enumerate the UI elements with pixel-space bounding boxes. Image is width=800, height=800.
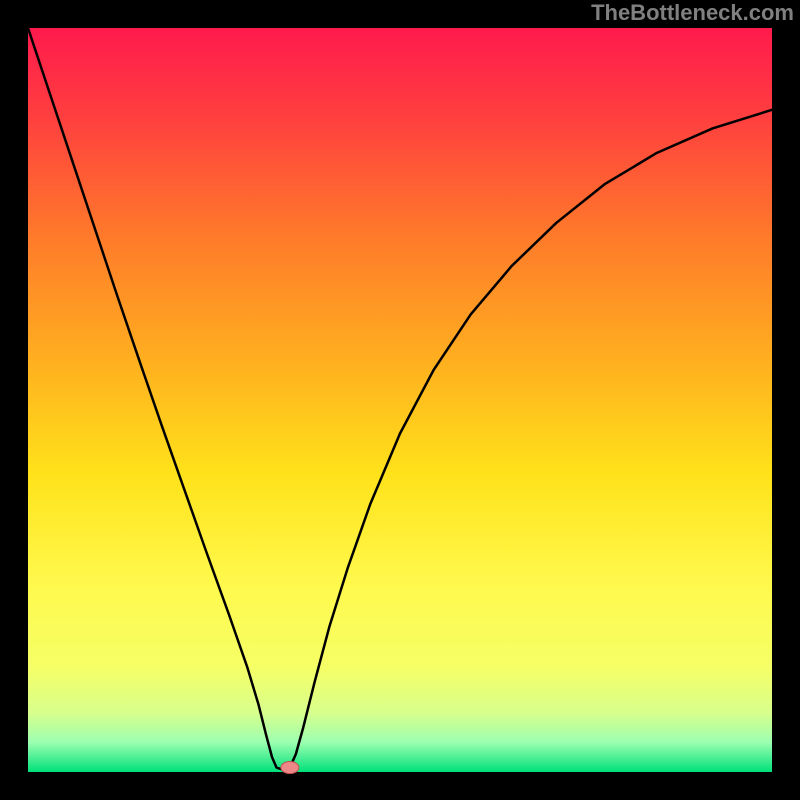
min-marker (281, 762, 299, 774)
watermark-text: TheBottleneck.com (591, 0, 794, 26)
bottleneck-chart (0, 0, 800, 800)
chart-container: TheBottleneck.com (0, 0, 800, 800)
plot-background (28, 28, 772, 772)
